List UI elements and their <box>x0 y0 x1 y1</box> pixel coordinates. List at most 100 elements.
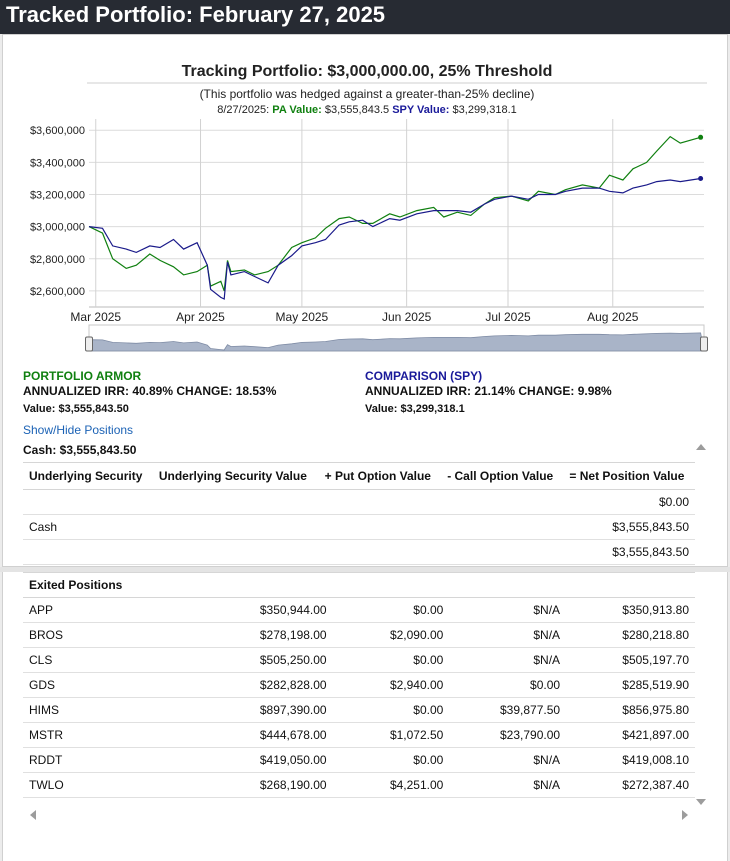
table-row: HIMS $897,390.00 $0.00 $39,877.50 $856,975.8… <box>23 697 695 723</box>
table-cell <box>441 514 564 540</box>
table-cell: $278,198.00 <box>160 622 333 648</box>
exited-body: APP $350,944.00 $0.00 $N/A $350,913.80 BROS $2… <box>23 597 695 798</box>
exited-positions-table: Exited Positions APP $350,944.00 $0.00 $N/A… <box>23 572 695 798</box>
table-cell: $N/A <box>449 747 567 773</box>
scroll-left-icon[interactable] <box>30 810 36 820</box>
table-cell: $0.00 <box>332 647 450 673</box>
y-axis-ticks: $2,600,000 $2,800,000 $3,000,000 $3,200,000… <box>30 125 85 298</box>
table-cell <box>318 514 442 540</box>
scroll-up-icon[interactable] <box>696 444 706 450</box>
table-cell: $897,390.00 <box>160 697 333 723</box>
table-cell: $N/A <box>449 597 567 623</box>
ticker-cell: HIMS <box>23 697 161 723</box>
exited-positions-header: Exited Positions <box>23 572 695 598</box>
table-cell: $0.00 <box>332 747 450 773</box>
table-cell: $505,250.00 <box>160 647 333 673</box>
table-cell: $2,940.00 <box>332 672 450 698</box>
table-cell: $0.00 <box>332 597 450 623</box>
positions-header-cell: - Call Option Value <box>441 462 564 490</box>
table-cell: Cash <box>23 514 153 540</box>
table-cell: $3,555,843.50 <box>563 514 695 540</box>
positions-header-cell: Underlying Security Value <box>152 462 319 490</box>
table-cell: $419,008.10 <box>566 747 695 773</box>
x-tick-label: May 2025 <box>276 310 329 324</box>
table-cell <box>441 539 564 565</box>
table-cell: $280,218.80 <box>566 622 695 648</box>
portfolio-chart[interactable]: Tracking Portfolio: $3,000,000.00, 25% T… <box>3 35 729 365</box>
page-title: Tracked Portfolio: February 27, 2025 <box>6 2 386 27</box>
ticker-cell: TWLO <box>23 772 161 798</box>
ticker-cell: GDS <box>23 672 161 698</box>
hover-spy-label: SPY Value: <box>392 104 449 116</box>
chart-title: Tracking Portfolio: $3,000,000.00, 25% T… <box>182 63 553 80</box>
comparison-irr: ANNUALIZED IRR: 21.14% CHANGE: 9.98% <box>365 384 612 398</box>
y-tick-label: $2,600,000 <box>30 286 85 298</box>
table-row: $3,555,843.50 <box>23 539 695 565</box>
table-row: APP $350,944.00 $0.00 $N/A $350,913.80 <box>23 597 695 623</box>
y-tick-label: $2,800,000 <box>30 254 85 266</box>
pa-value-line-end-point <box>698 134 704 140</box>
table-cell: $0.00 <box>563 489 695 515</box>
table-cell: $350,913.80 <box>566 597 695 623</box>
navigator-right-handle[interactable] <box>700 336 708 352</box>
y-tick-label: $3,600,000 <box>30 125 85 137</box>
x-tick-label: Aug 2025 <box>587 310 639 324</box>
comparison-label: COMPARISON (SPY) <box>365 369 483 383</box>
table-cell: $1,072.50 <box>332 722 450 748</box>
table-cell <box>441 489 564 515</box>
spy-value-line-end-point <box>698 176 704 182</box>
table-cell: $505,197.70 <box>566 647 695 673</box>
table-cell <box>318 539 442 565</box>
pa-value-line <box>88 135 701 292</box>
scroll-down-icon[interactable] <box>696 799 706 805</box>
table-cell: $421,897.00 <box>566 722 695 748</box>
table-row: BROS $278,198.00 $2,090.00 $N/A $280,218.80 <box>23 622 695 648</box>
table-cell: $23,790.00 <box>449 722 567 748</box>
portfolio-armor-value: Value: $3,555,843.50 <box>23 403 129 415</box>
table-cell <box>152 489 319 515</box>
table-cell: $268,190.00 <box>160 772 333 798</box>
table-cell: $4,251.00 <box>332 772 450 798</box>
hover-date: 8/27/2025: <box>217 104 269 116</box>
table-cell <box>23 539 153 565</box>
table-cell: $282,828.00 <box>160 672 333 698</box>
navigator-area <box>88 332 705 352</box>
ticker-cell: BROS <box>23 622 161 648</box>
x-axis-ticks: Mar 2025 Apr 2025 May 2025 Jun 2025 Jul 2025… <box>70 310 638 324</box>
positions-header-cell: + Put Option Value <box>318 462 442 490</box>
exited-panel: Exited Positions APP $350,944.00 $0.00 $N/A… <box>2 572 728 861</box>
chart-grid <box>89 119 704 308</box>
table-cell: $3,555,843.50 <box>563 539 695 565</box>
table-cell: $444,678.00 <box>160 722 333 748</box>
table-cell: $N/A <box>449 647 567 673</box>
positions-header-cell: Underlying Security <box>23 462 153 490</box>
table-cell <box>318 489 442 515</box>
hover-readout: 8/27/2025: PA Value: $3,555,843.5 SPY Va… <box>217 104 517 116</box>
table-row: Cash $3,555,843.50 <box>23 514 695 540</box>
table-cell: $419,050.00 <box>160 747 333 773</box>
y-tick-label: $3,000,000 <box>30 222 85 234</box>
scroll-right-icon[interactable] <box>682 810 688 820</box>
navigator-left-handle[interactable] <box>85 336 93 352</box>
ticker-cell: RDDT <box>23 747 161 773</box>
table-cell: $39,877.50 <box>449 697 567 723</box>
x-tick-label: Mar 2025 <box>70 310 121 324</box>
table-cell <box>152 539 319 565</box>
table-cell: $285,519.90 <box>566 672 695 698</box>
x-tick-label: Apr 2025 <box>176 310 225 324</box>
range-navigator[interactable] <box>85 324 708 352</box>
hover-pa-label: PA Value: <box>272 104 322 116</box>
y-tick-label: $3,400,000 <box>30 157 85 169</box>
table-cell: $N/A <box>449 622 567 648</box>
series-lines <box>88 134 704 300</box>
positions-table: Underlying Security Underlying Security V… <box>23 462 695 565</box>
top-bar: Tracked Portfolio: February 27, 2025 <box>0 0 730 34</box>
table-row: CLS $505,250.00 $0.00 $N/A $505,197.70 <box>23 647 695 673</box>
portfolio-armor-irr: ANNUALIZED IRR: 40.89% CHANGE: 18.53% <box>23 384 277 398</box>
hover-spy-value: $3,299,318.1 <box>453 104 517 116</box>
spy-value-line <box>88 177 701 300</box>
ticker-cell: CLS <box>23 647 161 673</box>
comparison-value: Value: $3,299,318.1 <box>365 403 465 415</box>
x-tick-label: Jun 2025 <box>382 310 432 324</box>
show-hide-positions-link[interactable]: Show/Hide Positions <box>23 423 134 437</box>
